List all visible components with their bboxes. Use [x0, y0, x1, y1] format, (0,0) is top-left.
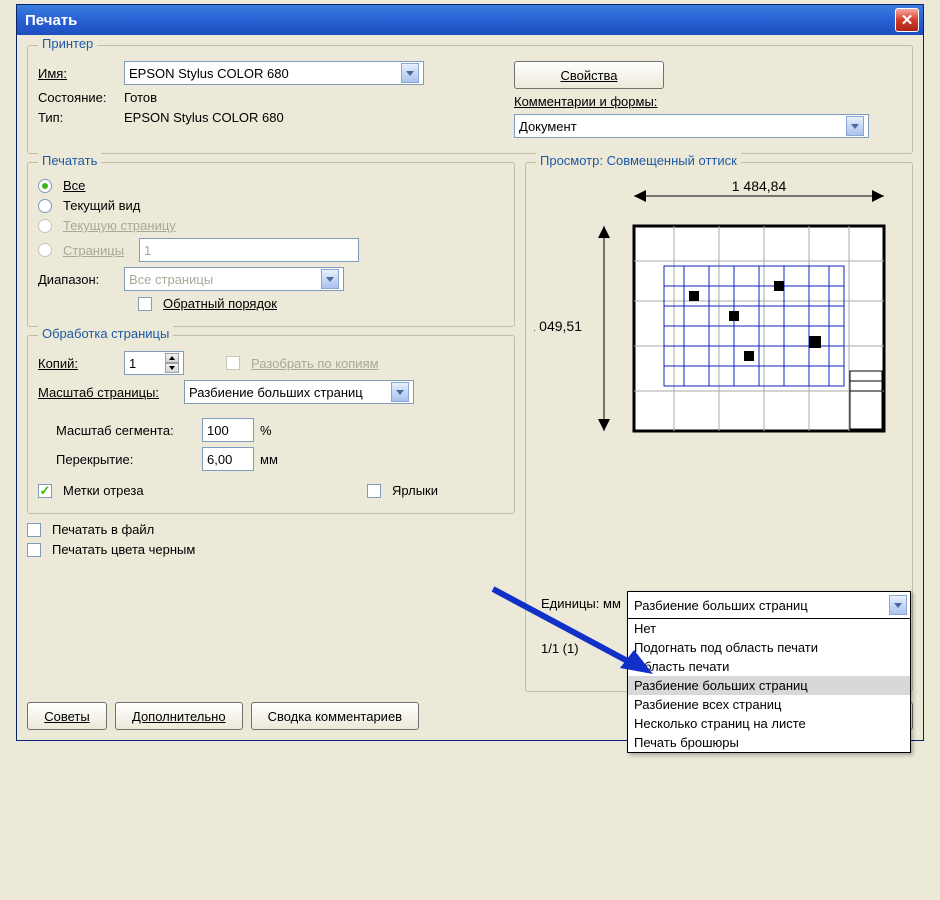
pages-input — [139, 238, 359, 262]
dropdown-option[interactable]: Разбиение всех страниц — [628, 695, 910, 714]
dropdown-option[interactable]: Печать брошюры — [628, 733, 910, 752]
radio-pages — [38, 243, 52, 257]
radio-all[interactable] — [38, 179, 52, 193]
chevron-down-icon — [846, 116, 864, 136]
handling-group: Обработка страницы Копий: 1 Разобра — [27, 335, 515, 514]
chevron-down-icon — [391, 382, 409, 402]
preview-svg: 1 484,84 1 049,51 — [534, 171, 904, 521]
reverse-checkbox[interactable] — [138, 297, 152, 311]
radio-current-view[interactable] — [38, 199, 52, 213]
summary-button[interactable]: Сводка комментариев — [251, 702, 420, 730]
printer-select[interactable]: EPSON Stylus COLOR 680 — [124, 61, 424, 85]
dropdown-option[interactable]: Подогнать под область печати — [628, 638, 910, 657]
preview-group: Просмотр: Совмещенный оттиск 1 484,84 1 … — [525, 162, 913, 692]
dropdown-option[interactable]: Разбиение больших страниц — [628, 676, 910, 695]
chevron-down-icon — [321, 269, 339, 289]
dim-height: 1 049,51 — [534, 318, 582, 334]
page-scale-select[interactable]: Разбиение больших страниц — [184, 380, 414, 404]
tile-scale-input[interactable] — [202, 418, 254, 442]
comments-label: Комментарии и формы: — [514, 94, 657, 109]
dropdown-option[interactable]: Область печати — [628, 657, 910, 676]
copies-spinner[interactable]: 1 — [124, 351, 184, 375]
range-legend: Печатать — [38, 153, 101, 168]
window-title: Печать — [25, 12, 77, 29]
chevron-down-icon — [401, 63, 419, 83]
properties-button[interactable]: Свойства — [514, 61, 664, 89]
units-row: Единицы: мм — [541, 596, 621, 611]
cutmarks-checkbox[interactable]: ✓ — [38, 484, 52, 498]
spin-down-icon[interactable] — [165, 363, 179, 373]
overlap-label: Перекрытие: — [56, 452, 196, 467]
preview-title: Просмотр: Совмещенный оттиск — [536, 153, 741, 168]
comments-select[interactable]: Документ — [514, 114, 869, 138]
copies-label: Копий: — [38, 356, 118, 371]
handling-legend: Обработка страницы — [38, 326, 173, 341]
collate-checkbox — [226, 356, 240, 370]
print-to-file-checkbox[interactable] — [27, 523, 41, 537]
page-status: 1/1 (1) — [541, 641, 579, 656]
overlap-input[interactable] — [202, 447, 254, 471]
tile-scale-label: Масштаб сегмента: — [56, 423, 196, 438]
subset-select: Все страницы — [124, 267, 344, 291]
close-button[interactable]: ✕ — [895, 8, 919, 32]
tips-button[interactable]: Советы — [27, 702, 107, 730]
state-label: Состояние: — [38, 90, 118, 105]
type-label: Тип: — [38, 110, 118, 125]
radio-current-page — [38, 219, 52, 233]
spin-up-icon[interactable] — [165, 353, 179, 363]
printer-legend: Принтер — [38, 36, 97, 51]
name-label: Имя: — [38, 66, 118, 81]
dropdown-option[interactable]: Несколько страниц на листе — [628, 714, 910, 733]
print-dialog: Печать ✕ Принтер Имя: EPSON Stylus COLOR… — [16, 4, 924, 741]
type-value: EPSON Stylus COLOR 680 — [124, 110, 284, 125]
printer-group: Принтер Имя: EPSON Stylus COLOR 680 Сост… — [27, 45, 913, 154]
close-icon: ✕ — [901, 11, 914, 29]
dropdown-option[interactable]: Нет — [628, 619, 910, 638]
scale-dropdown-popup: Разбиение больших страниц НетПодогнать п… — [627, 591, 911, 753]
range-group: Печатать Все Текущий вид Текущую страниц… — [27, 162, 515, 327]
labels-checkbox[interactable] — [367, 484, 381, 498]
dropdown-list: НетПодогнать под область печатиОбласть п… — [628, 619, 910, 752]
titlebar[interactable]: Печать ✕ — [17, 5, 923, 35]
chevron-down-icon[interactable] — [889, 595, 907, 615]
scale-label: Масштаб страницы: — [38, 385, 178, 400]
advanced-button[interactable]: Дополнительно — [115, 702, 243, 730]
subset-label: Диапазон: — [38, 272, 118, 287]
print-black-checkbox[interactable] — [27, 543, 41, 557]
dim-width: 1 484,84 — [732, 178, 787, 194]
state-value: Готов — [124, 90, 157, 105]
